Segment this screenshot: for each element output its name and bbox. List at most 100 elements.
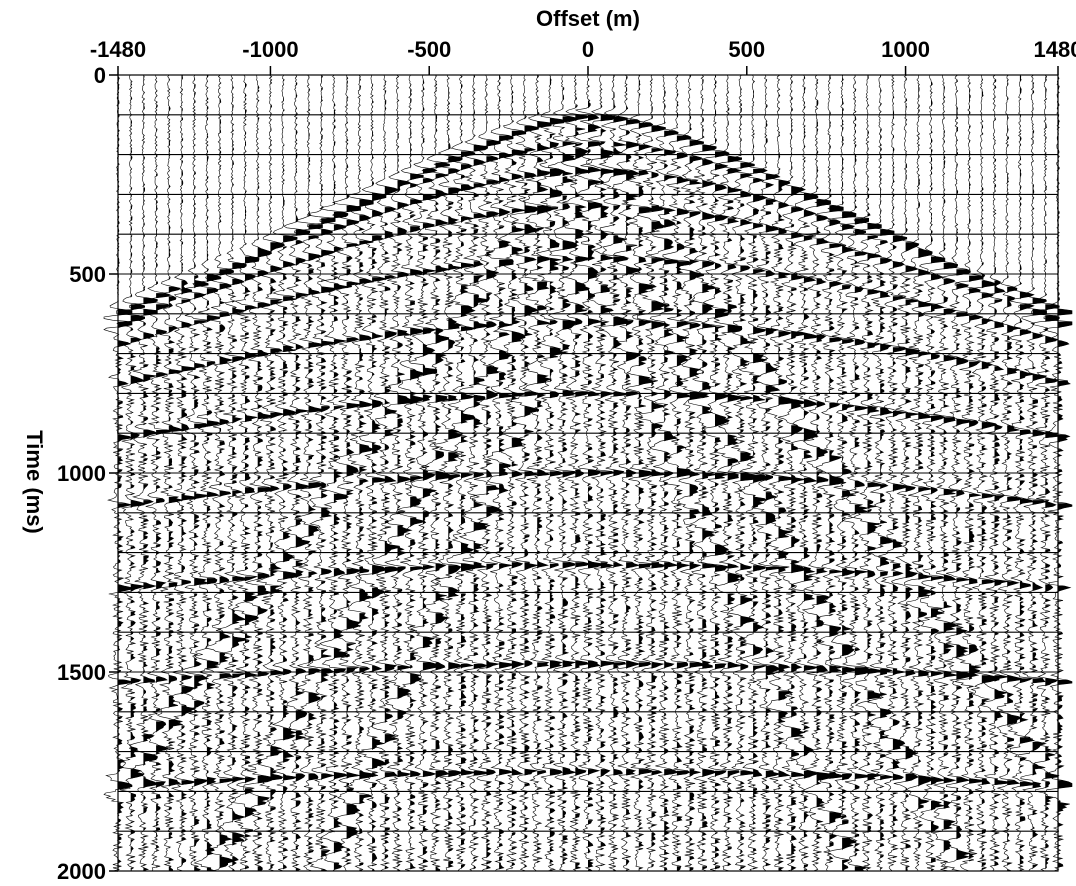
trace-fill [168,673,177,685]
trace-fill [232,856,239,867]
trace-fill [245,487,255,494]
trace-fill [232,474,238,480]
trace-fill [219,632,231,642]
trace-fill [130,140,132,144]
trace-6 [179,74,210,872]
trace-fill [206,746,212,757]
trace-wiggle [192,74,222,872]
trace-fill [168,778,181,787]
trace-fill [143,188,145,193]
trace-fill [143,839,145,843]
trace-1 [116,74,146,872]
trace-fill [206,842,215,857]
trace-fill [181,409,187,419]
trace-fill [232,758,236,766]
trace-fill [143,555,149,566]
trace-fill [130,337,141,344]
trace-fill [245,98,247,103]
trace-fill [130,847,134,854]
trace-fill [219,805,225,809]
trace-fill [130,433,140,442]
trace-fill [194,215,196,220]
trace-fill [181,579,191,586]
trace-fill [206,660,219,669]
trace-wiggle [141,74,171,872]
trace-fill [181,348,186,352]
trace-fill [181,133,183,138]
trace-fill [143,716,148,719]
trace-fill [130,810,135,814]
trace-fill [130,678,141,685]
trace-fill [181,366,196,373]
trace-fill [118,621,123,628]
trace-fill [143,662,148,668]
trace-fill [156,221,158,225]
trace-fill [206,867,216,871]
trace-fill [219,324,225,333]
trace-fill [156,439,160,443]
trace-fill [168,622,174,629]
trace-fill [206,210,209,214]
trace-fill [130,867,134,871]
trace-fill [143,807,148,814]
trace-fill [232,307,247,314]
trace-fill [219,673,233,680]
trace-fill [206,492,219,497]
trace-fill [168,348,174,354]
trace-fill [130,697,135,701]
trace-fill [245,191,247,195]
trace-fill [156,186,158,190]
trace-fill [219,855,234,868]
trace-fill [206,466,211,472]
trace-fill [118,802,124,814]
trace-fill [232,777,247,784]
trace-fill [219,305,221,308]
trace-fill [245,274,256,282]
trace-fill [130,861,136,865]
trace-fill [219,608,225,610]
trace-fill [168,458,172,467]
trace-fill [156,602,160,610]
trace-fill [143,699,148,706]
trace-fill [156,721,166,733]
trace-fill [156,498,165,504]
trace-fill [181,89,183,93]
trace-fill [181,821,185,825]
trace-fill [168,557,174,564]
trace-fill [219,466,224,470]
trace-fill [168,568,172,571]
trace-fill [245,320,251,324]
trace-fill [194,196,196,200]
trace-fill [118,379,128,387]
trace-fill [181,146,183,150]
trace-fill [232,371,237,380]
trace-fill [206,216,209,222]
trace-fill [156,769,162,771]
trace-fill [130,261,133,265]
trace-fill [206,380,212,383]
trace-fill [181,457,187,465]
trace-fill [194,514,200,524]
trace-fill [130,611,136,617]
trace-fill [168,660,171,663]
trace-fill [156,398,161,402]
trace-fill [168,519,173,528]
trace-9 [217,74,248,872]
trace-fill [156,804,161,813]
trace-fill [219,471,225,478]
trace-fill [181,791,187,801]
trace-8 [204,74,235,872]
trace-fill [118,638,122,642]
trace-fill [156,457,162,461]
trace-fill [143,406,147,411]
trace-fill [232,808,245,824]
trace-fill [168,695,178,709]
trace-fill [181,746,184,750]
trace-fill [219,372,225,376]
trace-fill [181,299,191,305]
trace-fill [143,523,147,526]
trace-fill [143,500,154,505]
trace-fill [219,356,233,365]
trace-fill [194,423,209,429]
trace-fill [130,769,144,779]
